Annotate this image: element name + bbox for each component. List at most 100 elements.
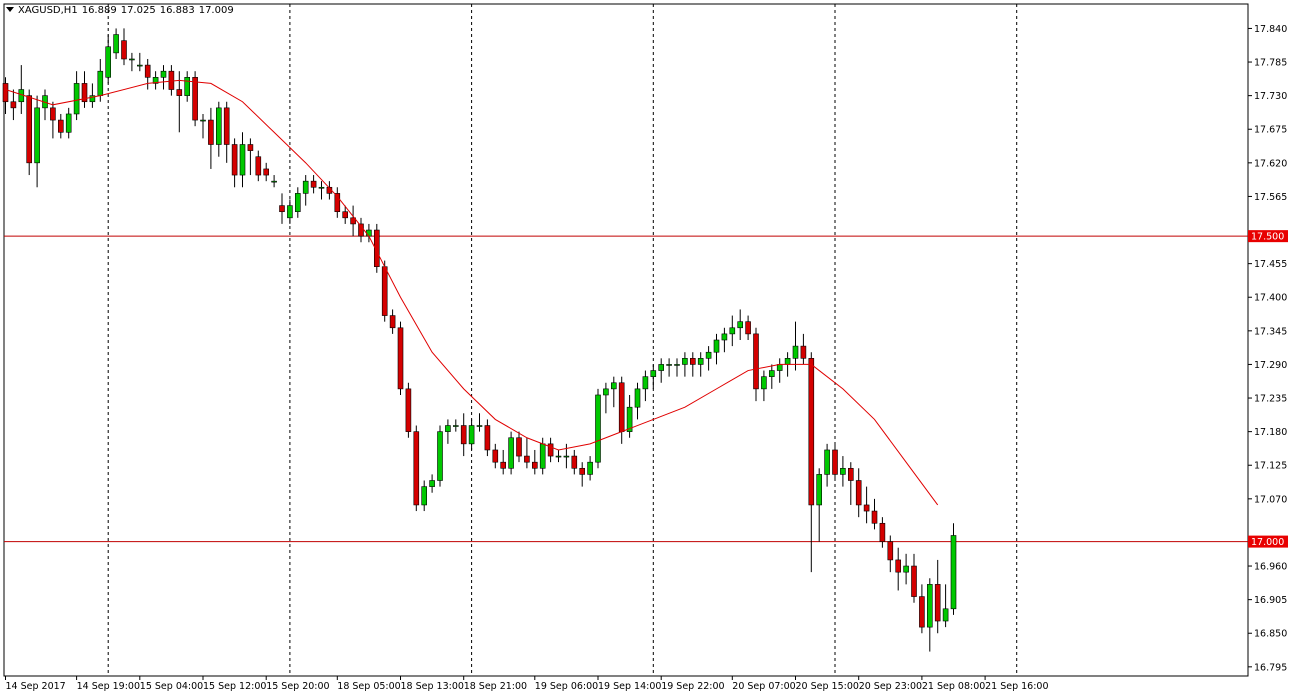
candle-body[interactable] <box>247 144 254 151</box>
candle-body[interactable] <box>176 89 183 96</box>
candle-body[interactable] <box>421 486 428 506</box>
candle-body[interactable] <box>121 40 127 60</box>
candle-body[interactable] <box>484 425 491 451</box>
candle-body[interactable] <box>381 266 388 316</box>
candle-body[interactable] <box>152 77 159 84</box>
candle-body[interactable] <box>816 474 823 506</box>
candle-body[interactable] <box>895 559 902 573</box>
candle-body[interactable] <box>302 180 309 194</box>
candle-body[interactable] <box>879 522 886 542</box>
candle-body[interactable] <box>919 596 925 628</box>
candle-body[interactable] <box>508 437 514 469</box>
candle-body[interactable] <box>950 535 957 610</box>
candle-body[interactable] <box>73 83 80 115</box>
candle-body[interactable] <box>531 461 538 469</box>
candle-body[interactable] <box>105 46 111 78</box>
candle-body[interactable] <box>26 95 33 164</box>
candle-body[interactable] <box>926 584 933 628</box>
candle-body[interactable] <box>682 358 688 365</box>
candle-body[interactable] <box>587 461 593 475</box>
candle-body[interactable] <box>942 608 949 622</box>
candle-body[interactable] <box>934 584 941 622</box>
candle-body[interactable] <box>10 101 17 109</box>
candle-body[interactable] <box>840 467 846 475</box>
candle-body[interactable] <box>389 315 396 329</box>
candle-body[interactable] <box>239 144 246 176</box>
candle-body[interactable] <box>208 119 214 145</box>
candle-body[interactable] <box>595 394 601 463</box>
candle-body[interactable] <box>524 455 530 463</box>
candle-body[interactable] <box>650 370 657 377</box>
candle-body[interactable] <box>223 107 230 145</box>
candle-body[interactable] <box>81 83 88 103</box>
candle-body[interactable] <box>784 358 791 365</box>
candle-body[interactable] <box>776 364 783 371</box>
candle-body[interactable] <box>563 455 570 458</box>
candle-body[interactable] <box>689 358 696 365</box>
candle-body[interactable] <box>429 480 435 487</box>
candle-body[interactable] <box>863 504 870 512</box>
candle-body[interactable] <box>847 467 854 481</box>
candle-body[interactable] <box>729 327 736 335</box>
candle-body[interactable] <box>555 455 562 458</box>
candle-body[interactable] <box>500 461 507 469</box>
candle-body[interactable] <box>468 425 475 445</box>
candle-body[interactable] <box>579 467 586 475</box>
candle-body[interactable] <box>413 431 420 506</box>
candle-body[interactable] <box>57 119 64 133</box>
candle-body[interactable] <box>832 449 838 475</box>
candle-body[interactable] <box>89 95 96 103</box>
candle-body[interactable] <box>745 321 751 335</box>
candle-body[interactable] <box>160 70 167 78</box>
candle-body[interactable] <box>761 376 767 390</box>
candle-body[interactable] <box>697 358 704 365</box>
candle-body[interactable] <box>184 77 190 96</box>
candle-body[interactable] <box>666 364 672 366</box>
candle-body[interactable] <box>216 107 222 145</box>
candle-body[interactable] <box>634 388 641 408</box>
candle-body[interactable] <box>445 425 451 432</box>
candle-body[interactable] <box>871 510 878 524</box>
candle-body[interactable] <box>366 229 372 237</box>
candle-body[interactable] <box>476 425 483 427</box>
candle-body[interactable] <box>318 186 325 189</box>
candle-body[interactable] <box>547 443 554 457</box>
candle-body[interactable] <box>334 193 341 213</box>
candle-body[interactable] <box>97 70 104 96</box>
candle-body[interactable] <box>231 144 238 176</box>
candle-body[interactable] <box>34 107 40 164</box>
candle-body[interactable] <box>2 83 9 103</box>
candle-body[interactable] <box>800 345 807 359</box>
candle-body[interactable] <box>887 541 894 561</box>
candle-body[interactable] <box>437 431 443 481</box>
candle-body[interactable] <box>342 211 349 219</box>
candle-body[interactable] <box>610 382 617 390</box>
candle-body[interactable] <box>768 370 775 377</box>
candle-body[interactable] <box>200 119 206 122</box>
candle-body[interactable] <box>405 388 412 432</box>
candle-body[interactable] <box>658 364 665 371</box>
candle-body[interactable] <box>350 217 356 225</box>
candle-body[interactable] <box>539 443 546 469</box>
candle-body[interactable] <box>263 168 270 176</box>
candle-body[interactable] <box>737 321 744 329</box>
candle-body[interactable] <box>271 180 277 183</box>
candle-body[interactable] <box>287 205 293 219</box>
plot-area[interactable] <box>3 3 1249 677</box>
candle-body[interactable] <box>603 388 609 396</box>
candle-body[interactable] <box>618 382 625 432</box>
candle-body[interactable] <box>50 107 56 121</box>
candle-body[interactable] <box>642 376 649 390</box>
candle-body[interactable] <box>113 34 119 54</box>
candle-body[interactable] <box>492 449 499 463</box>
candle-body[interactable] <box>452 425 459 427</box>
candle-body[interactable] <box>713 339 720 353</box>
candle-body[interactable] <box>255 156 262 176</box>
candle-body[interactable] <box>903 565 909 573</box>
candle-body[interactable] <box>397 327 404 390</box>
candle-body[interactable] <box>792 345 799 359</box>
candle-body[interactable] <box>144 64 151 78</box>
candle-body[interactable] <box>855 480 862 506</box>
